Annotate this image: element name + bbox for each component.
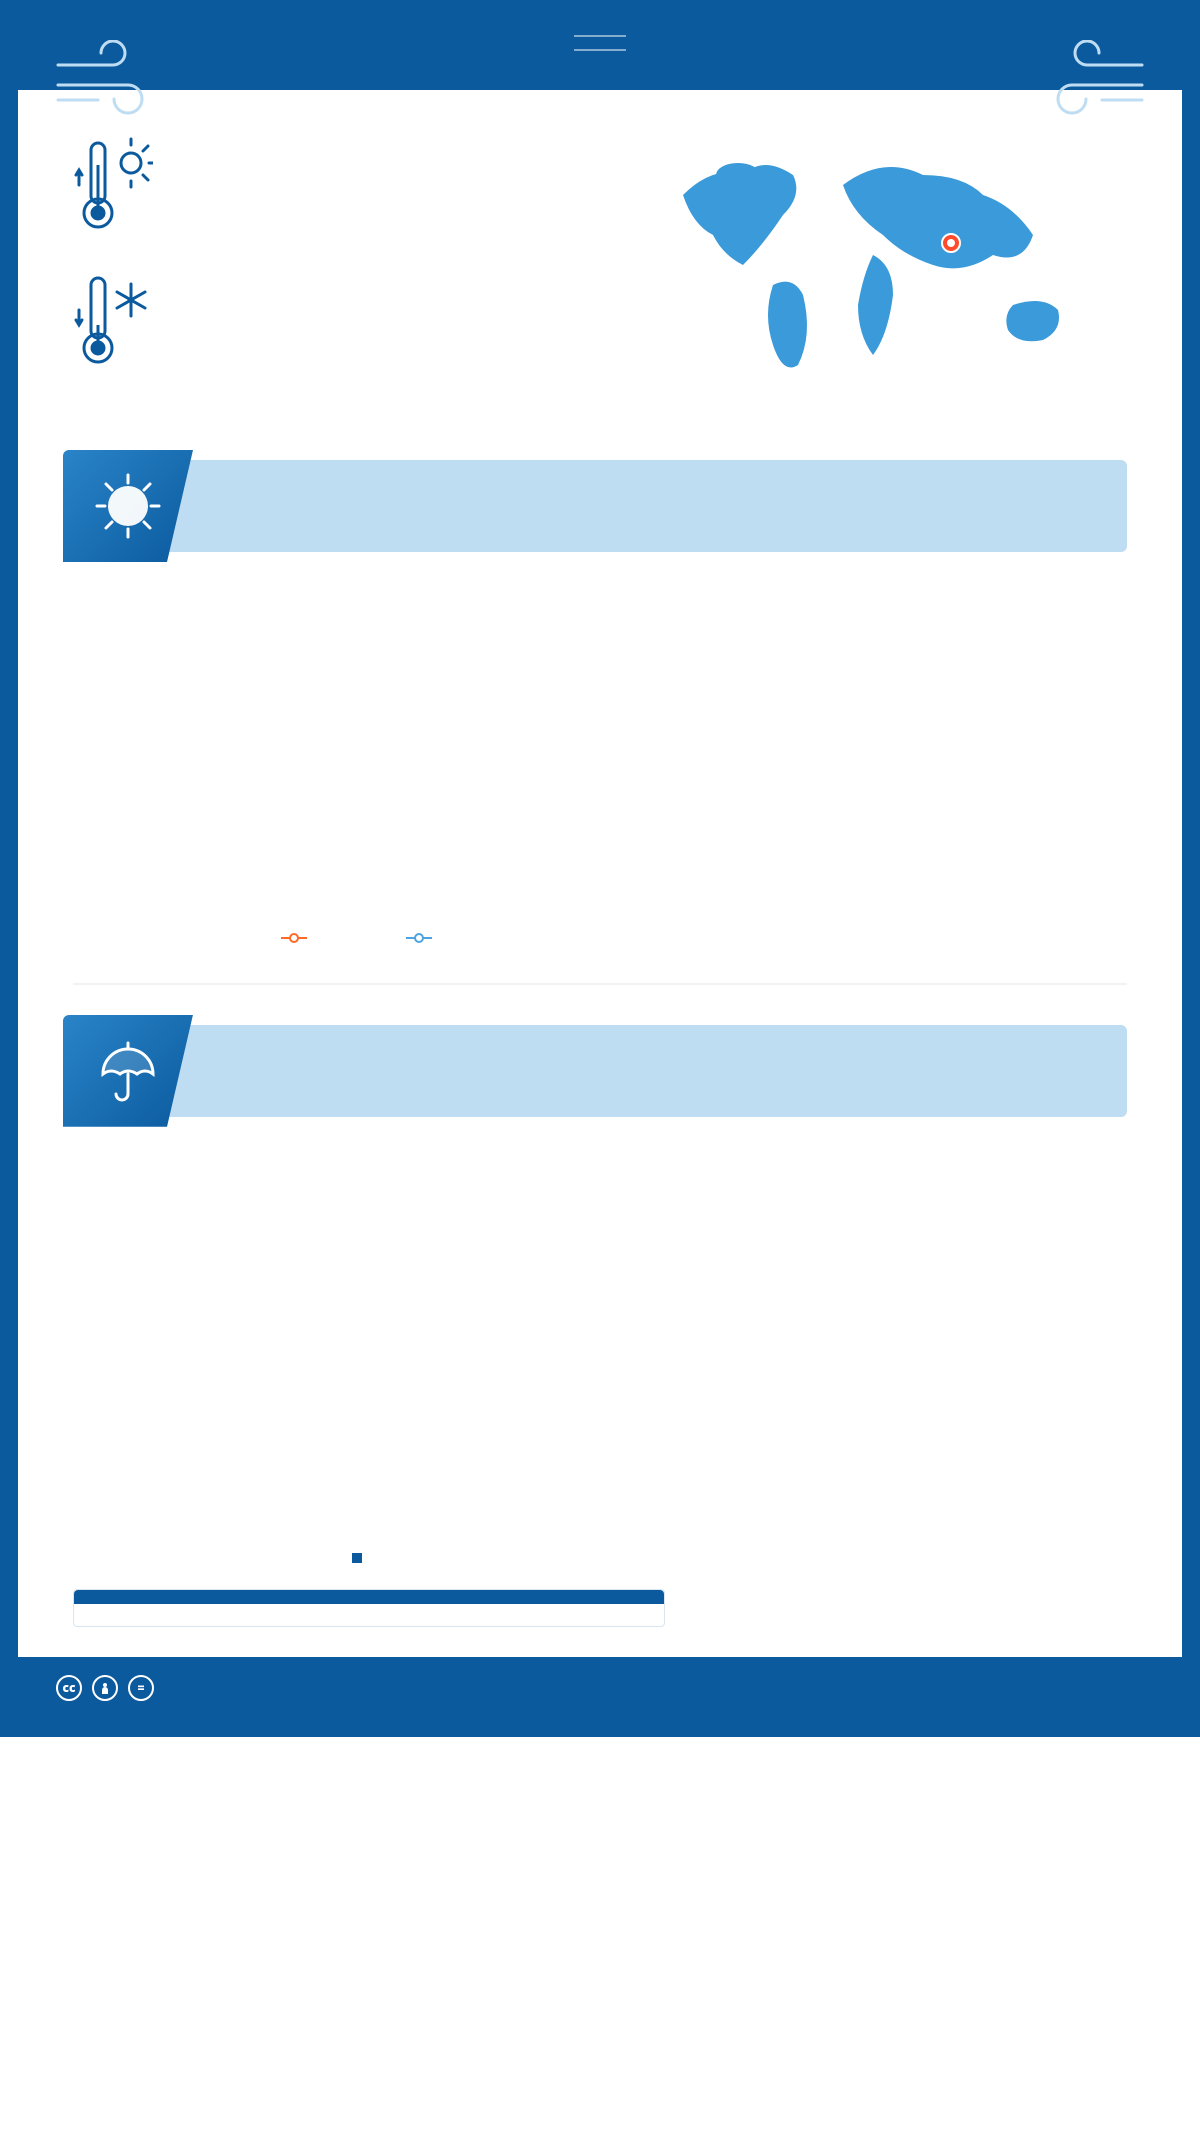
prob-title xyxy=(74,1590,664,1604)
precipitation-probability xyxy=(73,1589,665,1627)
wind-icon xyxy=(53,40,163,125)
daily-temp-table xyxy=(73,983,1127,985)
precip-chart-legend xyxy=(73,1548,665,1565)
fact-warmest xyxy=(73,135,609,240)
header xyxy=(18,0,1182,90)
section-banner-temperature xyxy=(73,460,1127,552)
thermometer-snow-icon xyxy=(73,270,153,375)
sun-icon xyxy=(63,450,193,562)
section-banner-precipitation xyxy=(73,1025,1127,1117)
page-title xyxy=(574,35,626,51)
fact-coldest xyxy=(73,270,609,375)
nd-icon: = xyxy=(128,1675,154,1701)
wind-icon xyxy=(1037,40,1147,125)
temperature-line-chart xyxy=(73,582,665,915)
temp-chart-legend xyxy=(73,928,665,945)
precipitation-bar-chart xyxy=(73,1147,665,1535)
by-icon xyxy=(92,1675,118,1701)
umbrella-icon xyxy=(63,1015,193,1127)
cc-icon: cc xyxy=(56,1675,82,1701)
footer: cc = xyxy=(18,1657,1182,1719)
facts-section xyxy=(18,90,1182,440)
license: cc = xyxy=(56,1675,164,1701)
thermometer-sun-icon xyxy=(73,135,153,240)
world-map xyxy=(663,135,1103,390)
